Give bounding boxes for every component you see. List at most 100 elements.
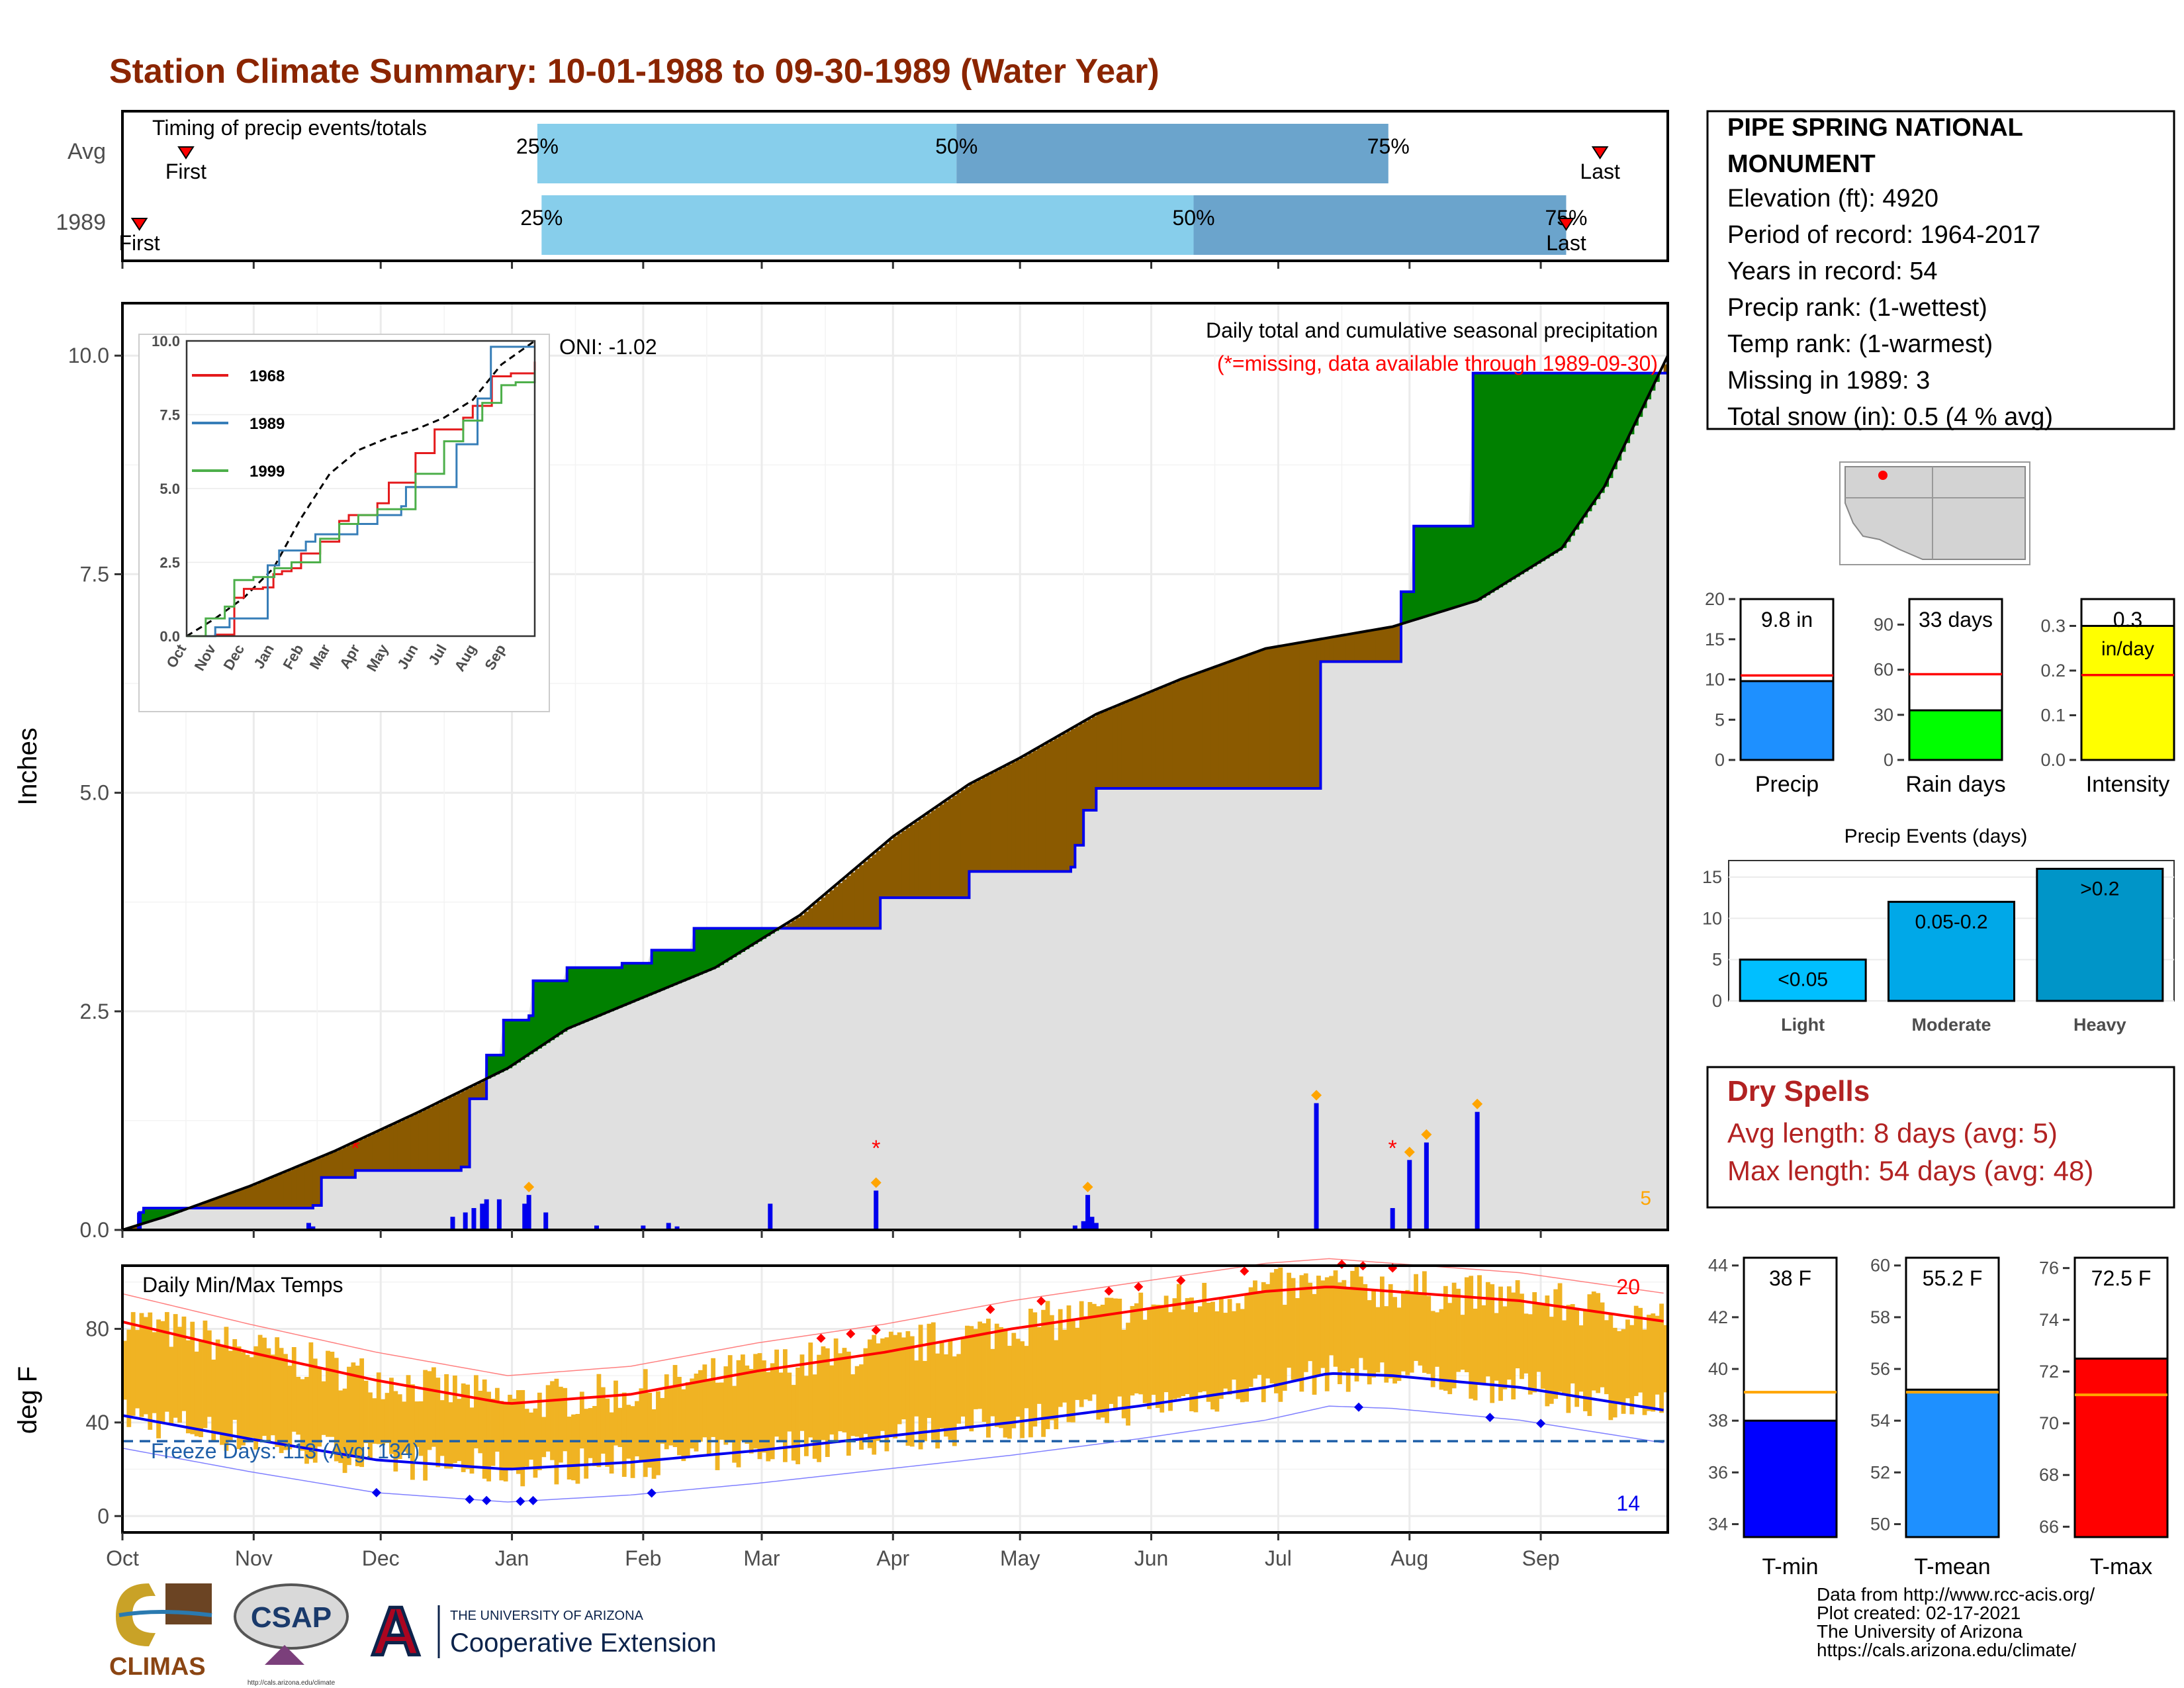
daily-temp-range-bar bbox=[452, 1375, 457, 1464]
daily-temp-range-bar bbox=[241, 1352, 246, 1446]
daily-temp-range-bar bbox=[846, 1351, 851, 1456]
daily-temp-range-bar bbox=[1316, 1276, 1321, 1376]
daily-temp-range-bar bbox=[973, 1329, 978, 1409]
deficit-fill bbox=[236, 1190, 242, 1208]
deficit-fill bbox=[1151, 691, 1156, 789]
daily-temp-range-bar bbox=[927, 1323, 932, 1419]
daily-temp-range-bar bbox=[981, 1323, 987, 1422]
ua-line-1: THE UNIVERSITY OF ARIZONA bbox=[450, 1609, 644, 1623]
record-high-marker bbox=[1240, 1266, 1250, 1276]
daily-precip-bar bbox=[1072, 1225, 1077, 1230]
surplus-fill bbox=[1578, 373, 1584, 524]
deficit-fill bbox=[1134, 698, 1139, 789]
stats-frame bbox=[1706, 110, 2175, 430]
surplus-fill bbox=[1651, 373, 1656, 391]
temp-stat-tick-label: 54 bbox=[1870, 1411, 1890, 1430]
deficit-fill bbox=[291, 1168, 296, 1208]
daily-temp-range-bar bbox=[1032, 1312, 1038, 1427]
deficit-fill bbox=[296, 1166, 301, 1208]
surplus-fill bbox=[1625, 373, 1631, 444]
surplus-fill bbox=[1485, 373, 1490, 596]
inset-series-1999 bbox=[187, 370, 536, 637]
daily-precip-bar bbox=[450, 1217, 455, 1230]
daily-temp-range-bar bbox=[529, 1412, 533, 1460]
daily-temp-range-bar bbox=[1379, 1276, 1385, 1363]
daily-temp-range-bar bbox=[978, 1321, 983, 1409]
daily-temp-range-bar bbox=[304, 1377, 309, 1464]
daily-temp-range-bar bbox=[791, 1385, 796, 1461]
heavy-event-marker bbox=[1404, 1147, 1415, 1158]
daily-temp-range-bar bbox=[681, 1389, 686, 1462]
daily-temp-range-bar bbox=[677, 1376, 682, 1456]
daily-temp-range-bar bbox=[761, 1360, 766, 1453]
deficit-fill bbox=[220, 1197, 225, 1208]
surplus-fill bbox=[656, 950, 661, 992]
daily-precip-bar bbox=[543, 1212, 549, 1230]
deficit-fill bbox=[1168, 684, 1173, 789]
surplus-fill bbox=[1596, 373, 1601, 499]
temp-stat-name-0: T-min bbox=[1762, 1554, 1819, 1579]
daily-temp-range-bar bbox=[647, 1393, 653, 1468]
daily-temp-range-bar bbox=[1638, 1307, 1643, 1393]
deficit-fill bbox=[410, 1115, 416, 1171]
deficit-fill bbox=[465, 1089, 471, 1167]
daily-temp-range-bar bbox=[1451, 1282, 1457, 1389]
surplus-fill bbox=[499, 1055, 504, 1072]
surplus-fill bbox=[736, 928, 741, 955]
surplus-fill bbox=[537, 980, 542, 1049]
daily-temp-range-bar bbox=[706, 1380, 711, 1456]
daily-temp-range-bar bbox=[639, 1388, 644, 1462]
deficit-fill bbox=[846, 876, 851, 929]
daily-temp-range-bar bbox=[1130, 1305, 1135, 1396]
deficit-fill bbox=[1282, 645, 1287, 789]
daily-temp-range-bar bbox=[643, 1369, 648, 1477]
deficit-fill bbox=[326, 1154, 331, 1178]
surplus-fill bbox=[600, 967, 606, 1015]
daily-temp-range-bar bbox=[1155, 1305, 1160, 1408]
daily-temp-range-bar bbox=[1050, 1315, 1054, 1421]
surplus-fill bbox=[766, 928, 771, 937]
temp-stat-value-0: 38 F bbox=[1769, 1266, 1811, 1290]
deficit-fill bbox=[368, 1135, 373, 1171]
deficit-fill bbox=[944, 801, 949, 898]
inset-ytick-label: 7.5 bbox=[159, 407, 180, 424]
deficit-fill bbox=[842, 879, 847, 929]
surplus-fill bbox=[143, 1207, 148, 1224]
daily-temp-range-bar bbox=[249, 1357, 254, 1438]
deficit-fill bbox=[1261, 650, 1266, 789]
events-title: Precip Events (days) bbox=[1844, 825, 2028, 847]
inset-ytick-label: 2.5 bbox=[159, 555, 180, 571]
month-label-aug: Aug bbox=[1390, 1546, 1428, 1570]
deficit-fill bbox=[948, 798, 953, 898]
daily-temp-range-bar bbox=[1604, 1320, 1609, 1395]
temp-stat-tick-label: 44 bbox=[1708, 1256, 1728, 1276]
deficit-fill bbox=[342, 1147, 347, 1178]
deficit-fill bbox=[304, 1163, 310, 1208]
daily-temp-range-bar bbox=[1396, 1307, 1402, 1382]
timing-year-first-label: First bbox=[118, 231, 159, 255]
surplus-fill bbox=[1562, 373, 1567, 548]
daily-temp-range-bar bbox=[690, 1378, 695, 1449]
deficit-fill bbox=[270, 1177, 275, 1208]
deficit-fill bbox=[918, 819, 923, 898]
daily-temp-range-bar bbox=[897, 1332, 902, 1425]
daily-temp-range-bar bbox=[1168, 1312, 1173, 1411]
min-record-count: 14 bbox=[1616, 1491, 1640, 1515]
dry-spells-box: Dry Spells Avg length: 8 days (avg: 5) M… bbox=[1706, 1066, 2175, 1209]
daily-temp-range-bar bbox=[1633, 1305, 1639, 1396]
daily-temp-range-bar bbox=[617, 1407, 623, 1447]
timing-avg-q25-q50-bar bbox=[537, 124, 957, 183]
surplus-fill bbox=[1502, 373, 1508, 585]
daily-precip-bar bbox=[674, 1226, 680, 1230]
precip-stat-tick-label: 0.0 bbox=[2040, 750, 2066, 770]
timing-avg-first-marker bbox=[177, 146, 195, 160]
daily-temp-range-bar bbox=[448, 1402, 453, 1469]
deficit-fill bbox=[817, 900, 822, 929]
timing-frame bbox=[121, 110, 1669, 262]
surplus-fill bbox=[533, 980, 538, 1052]
deficit-fill bbox=[1066, 731, 1071, 872]
daily-temp-range-bar bbox=[1464, 1277, 1469, 1372]
daily-temp-range-bar bbox=[1024, 1346, 1029, 1409]
daily-temp-range-bar bbox=[732, 1385, 737, 1463]
